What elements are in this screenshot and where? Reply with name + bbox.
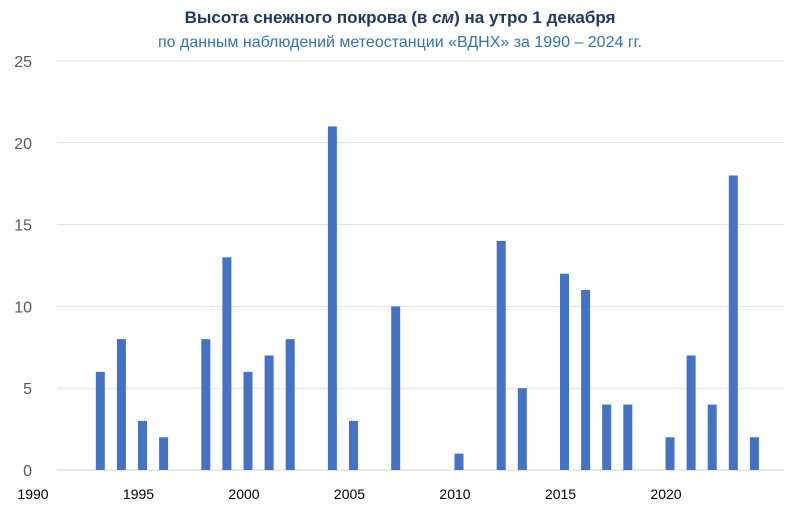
bar-1995 [138, 420, 147, 470]
x-tick-label: 2005 [334, 486, 365, 502]
title-unit: см [432, 8, 455, 27]
y-tick-label: 10 [14, 299, 32, 316]
bar-2022 [707, 404, 717, 470]
y-axis: 0 5 10 15 20 25 [14, 54, 32, 480]
y-tick-label: 20 [14, 136, 32, 153]
bar-1993 [95, 371, 105, 470]
bar-2024 [749, 437, 759, 470]
bar-2002 [285, 339, 295, 470]
bar-2016 [581, 290, 591, 470]
bar-2005 [349, 420, 358, 470]
bar-1999 [222, 257, 232, 470]
bar-2012 [496, 240, 506, 470]
bar-1998 [201, 339, 211, 470]
bar-1996 [159, 437, 169, 470]
x-tick-label: 2015 [545, 486, 576, 502]
bar-2018 [623, 404, 633, 470]
bar-2007 [391, 306, 401, 470]
x-tick-label: 1990 [17, 486, 48, 502]
x-axis: 1990 1995 2000 2005 2010 2015 2020 [17, 486, 681, 502]
bar-2017 [602, 404, 612, 470]
bar-2001 [264, 355, 274, 470]
bar-2004 [327, 126, 337, 470]
bar-1994 [116, 339, 126, 470]
x-tick-label: 2010 [439, 486, 470, 502]
y-tick-label: 0 [23, 463, 32, 480]
bar-2021 [686, 355, 696, 470]
grid [57, 60, 784, 471]
chart-subtitle: по данным наблюдений метеостанции «ВДНХ»… [158, 34, 642, 51]
y-tick-label: 5 [23, 381, 32, 398]
chart-title: Высота снежного покрова (в см) на утро 1… [184, 8, 616, 27]
x-tick-label: 2000 [228, 486, 259, 502]
bar-2023 [728, 175, 738, 470]
x-tick-label: 2020 [650, 486, 681, 502]
bar-2013 [517, 388, 527, 470]
bar-2020 [665, 437, 675, 470]
bar-2000 [243, 371, 253, 470]
bars [95, 126, 759, 470]
y-tick-label: 25 [14, 54, 32, 71]
bar-2010 [454, 453, 464, 470]
x-tick-label: 1995 [123, 486, 154, 502]
bar-2015 [560, 273, 569, 470]
y-tick-label: 15 [14, 218, 32, 235]
